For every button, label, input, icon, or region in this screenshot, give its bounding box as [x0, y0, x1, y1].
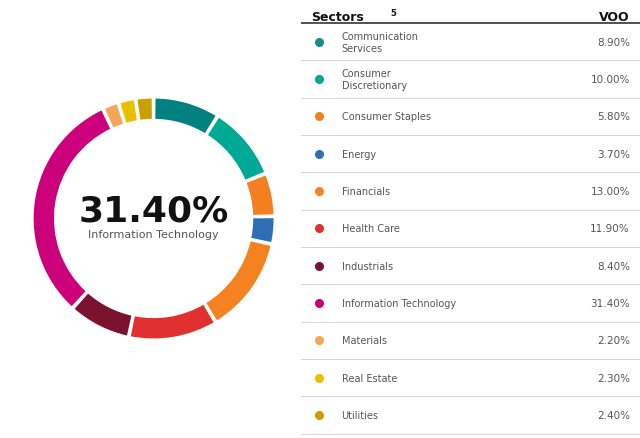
Text: 31.40%: 31.40% [590, 298, 630, 308]
Text: 8.90%: 8.90% [597, 38, 630, 48]
Wedge shape [74, 293, 132, 336]
Text: Financials: Financials [342, 187, 390, 197]
Text: Utilities: Utilities [342, 410, 378, 420]
Wedge shape [120, 100, 138, 124]
Wedge shape [207, 118, 265, 181]
Text: Materials: Materials [342, 336, 387, 346]
Text: Consumer
Discretionary: Consumer Discretionary [342, 69, 406, 91]
Text: Sectors: Sectors [311, 11, 364, 24]
Text: Consumer Staples: Consumer Staples [342, 112, 431, 122]
Text: 8.40%: 8.40% [597, 261, 630, 271]
Text: 2.40%: 2.40% [597, 410, 630, 420]
Text: 2.30%: 2.30% [597, 373, 630, 383]
Text: 5.80%: 5.80% [597, 112, 630, 122]
Text: Information Technology: Information Technology [342, 298, 456, 308]
Wedge shape [33, 110, 111, 307]
Text: 13.00%: 13.00% [590, 187, 630, 197]
Text: 31.40%: 31.40% [79, 194, 228, 227]
Text: 5: 5 [390, 9, 397, 18]
Text: 2.20%: 2.20% [597, 336, 630, 346]
Wedge shape [250, 218, 275, 243]
Wedge shape [130, 304, 214, 339]
Wedge shape [205, 241, 271, 321]
Text: 3.70%: 3.70% [597, 149, 630, 159]
Wedge shape [137, 99, 152, 121]
Text: 10.00%: 10.00% [591, 75, 630, 85]
Text: Real Estate: Real Estate [342, 373, 397, 383]
Wedge shape [104, 104, 124, 129]
Text: Health Care: Health Care [342, 224, 399, 234]
Wedge shape [155, 99, 216, 135]
Text: VOO: VOO [599, 11, 630, 24]
Text: 11.90%: 11.90% [590, 224, 630, 234]
Wedge shape [246, 175, 274, 216]
Text: Information Technology: Information Technology [88, 230, 219, 240]
Text: Industrials: Industrials [342, 261, 392, 271]
Text: Energy: Energy [342, 149, 376, 159]
Text: Communication
Services: Communication Services [342, 32, 419, 54]
